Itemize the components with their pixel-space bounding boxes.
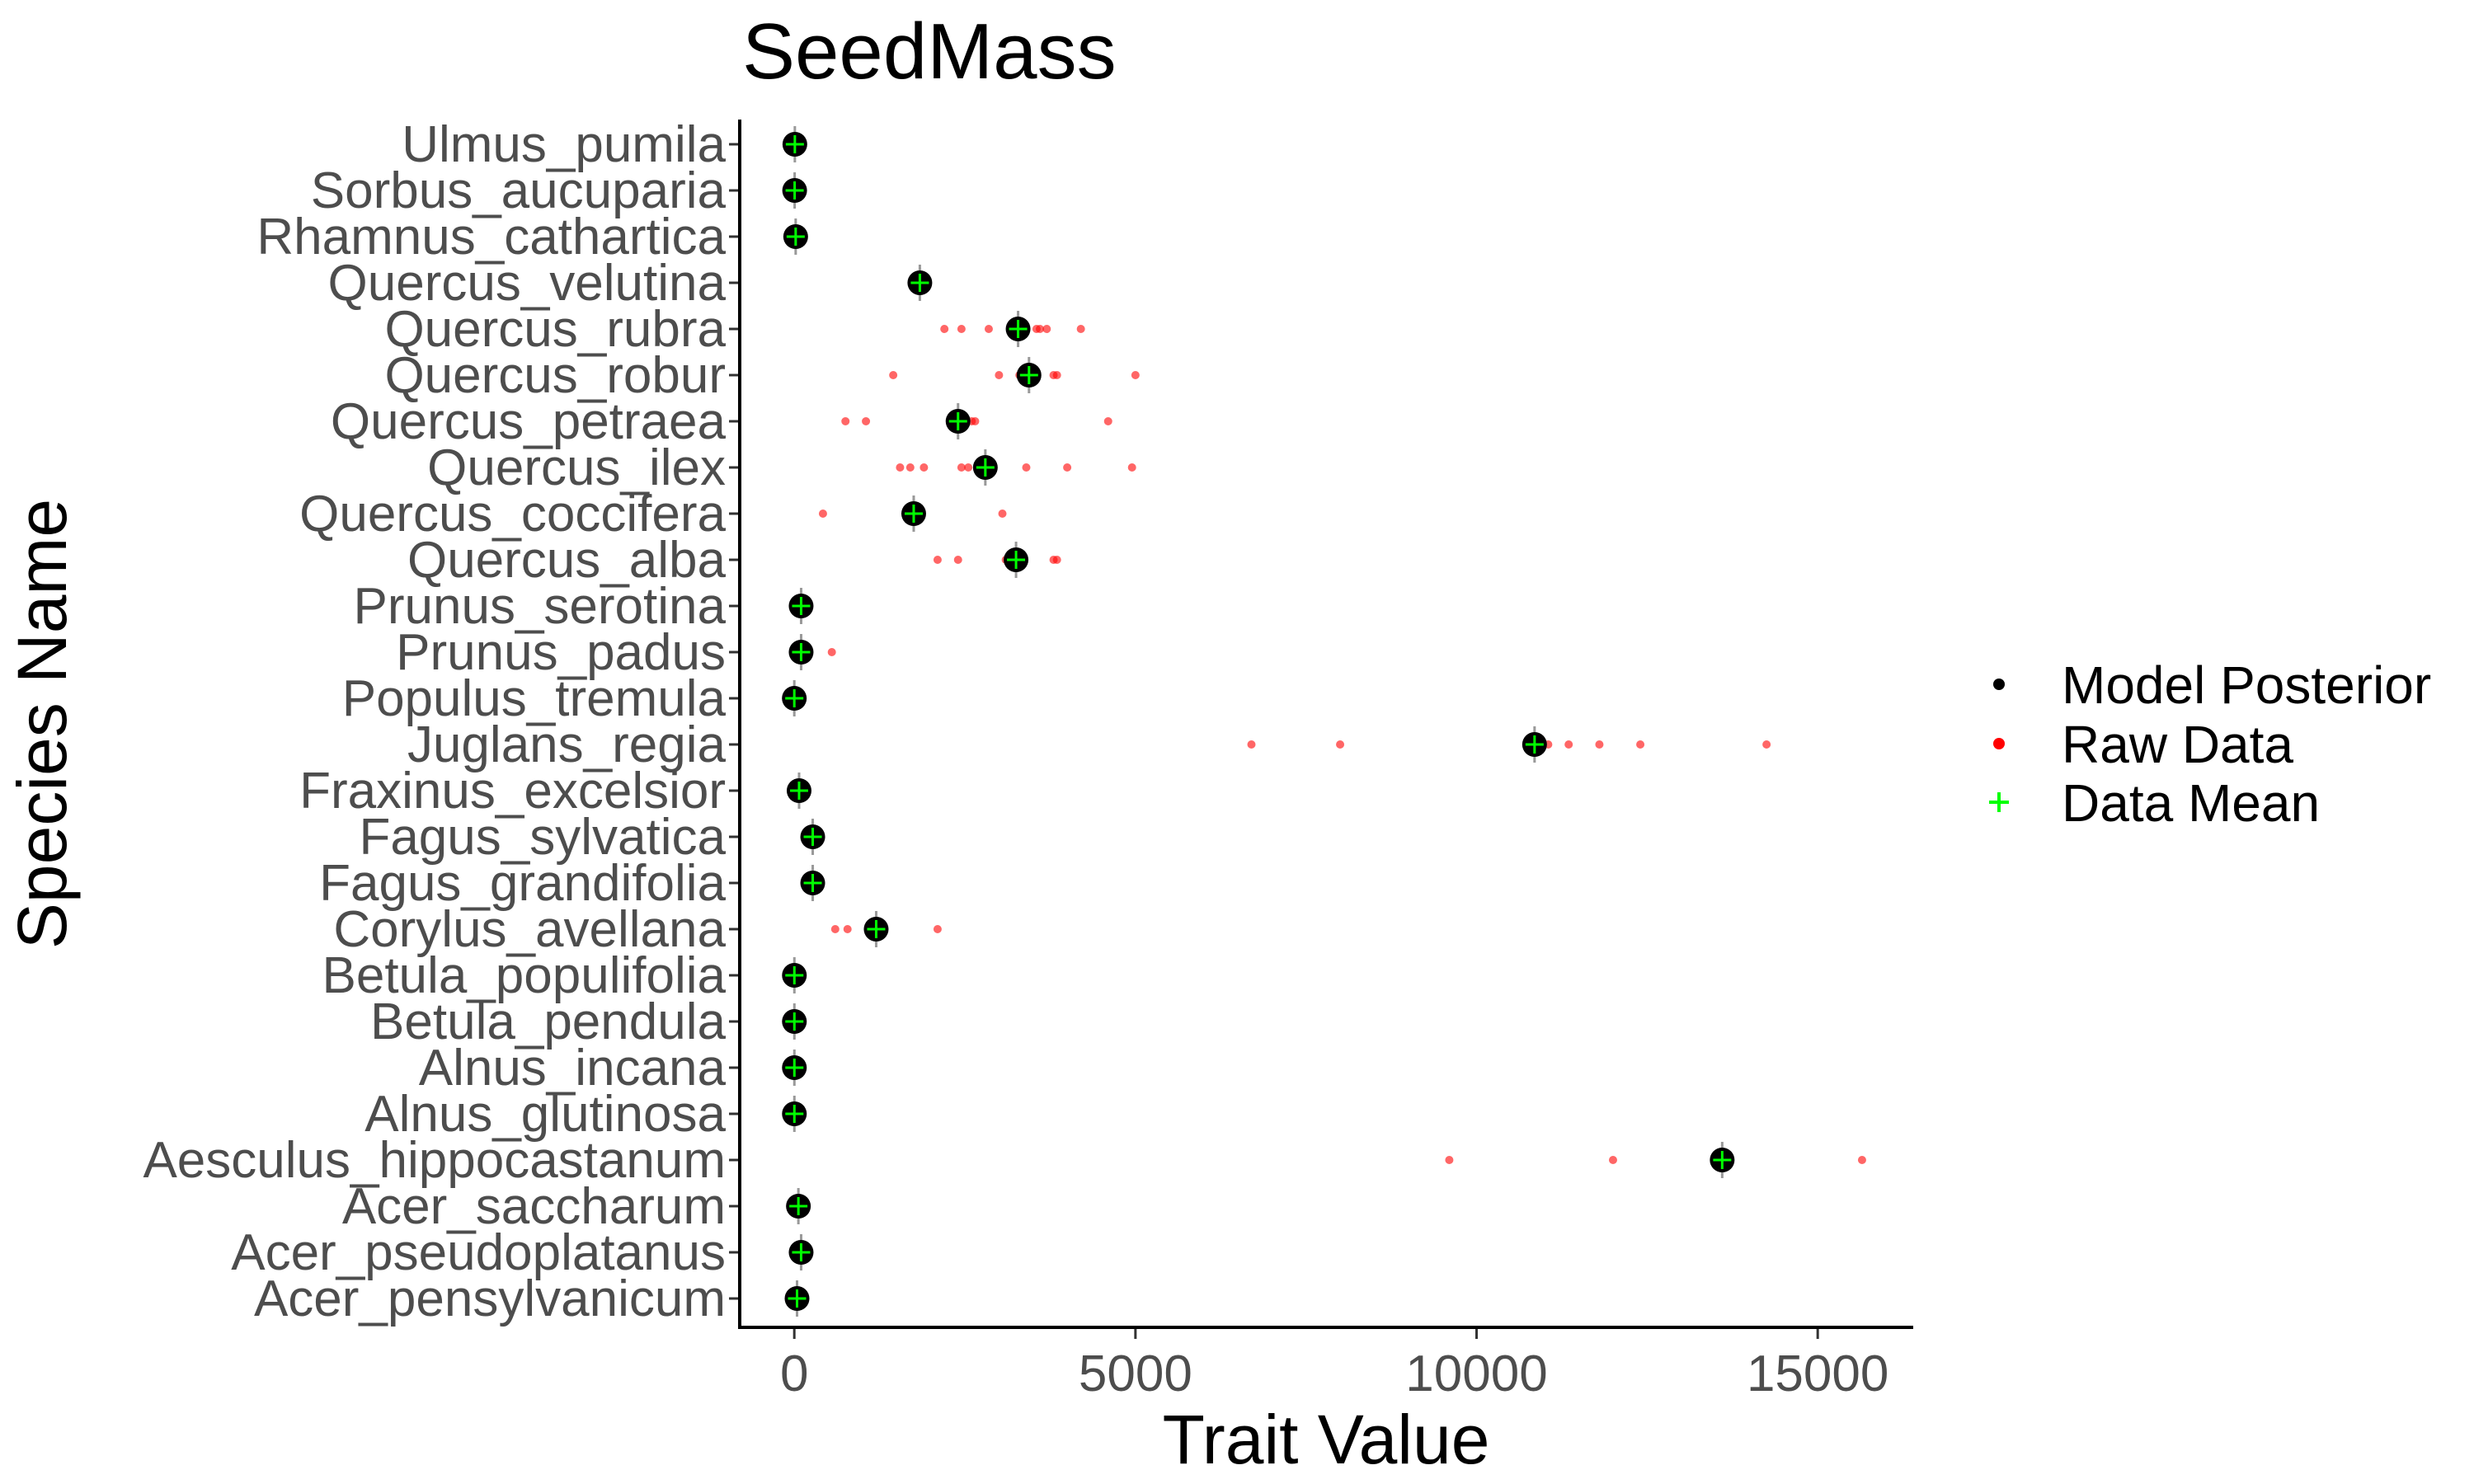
y-tick-label: Corylus_avellana <box>333 901 726 958</box>
raw-data-point <box>843 925 852 933</box>
y-tick-label: Acer_pseudoplatanus <box>231 1224 726 1281</box>
raw-data-point <box>995 371 1004 379</box>
raw-data-point <box>862 417 871 425</box>
raw-data-point <box>827 648 836 656</box>
y-tick-label: Betula_populifolia <box>322 947 727 1004</box>
raw-data-point <box>1762 740 1771 749</box>
y-tick-label: Fraxinus_excelsior <box>299 763 726 819</box>
raw-data-point <box>1052 371 1061 379</box>
y-tick-label: Alnus_incana <box>419 1040 727 1097</box>
raw-data-point <box>998 510 1007 518</box>
x-axis-title: Trait Value <box>1163 1401 1490 1478</box>
y-tick-label: Fagus_sylvatica <box>359 809 726 866</box>
raw-data-point <box>940 325 949 333</box>
raw-data-point <box>957 325 966 333</box>
y-tick-label: Acer_pensylvanicum <box>254 1270 726 1327</box>
y-tick-label: Quercus_alba <box>407 532 727 589</box>
raw-data-point <box>1608 1156 1617 1164</box>
raw-data-point <box>1636 740 1645 749</box>
raw-data-point <box>957 463 966 472</box>
y-tick-label: Quercus_ilex <box>427 439 726 496</box>
x-tick-label: 0 <box>780 1345 808 1402</box>
y-tick-label: Quercus_rubra <box>384 301 726 358</box>
x-tick-label: 15000 <box>1747 1345 1888 1402</box>
y-tick-label: Ulmus_pumila <box>402 116 726 173</box>
raw-data-point <box>933 925 942 933</box>
y-tick-label: Aesculus_hippocastanum <box>143 1132 726 1189</box>
y-axis-title: Species Name <box>3 499 81 949</box>
raw-data-point <box>1336 740 1345 749</box>
raw-data-point <box>1052 556 1061 564</box>
raw-data-point <box>1247 740 1256 749</box>
y-tick-label: Quercus_robur <box>384 347 726 404</box>
y-axis-ticks: Ulmus_pumilaSorbus_aucupariaRhamnus_cath… <box>143 116 740 1327</box>
raw-data-point <box>1131 371 1140 379</box>
legend-label: Raw Data <box>2062 715 2293 774</box>
raw-data-point <box>1036 325 1045 333</box>
y-tick-label: Betula_pendula <box>370 993 726 1050</box>
raw-data-point <box>905 463 915 472</box>
y-tick-label: Populus_tremula <box>342 670 727 727</box>
y-tick-label: Rhamnus_cathartica <box>256 209 726 265</box>
raw-data-point <box>964 463 973 472</box>
raw-data-point <box>920 463 929 472</box>
y-tick-label: Prunus_padus <box>396 624 726 681</box>
raw-data-point <box>1022 463 1031 472</box>
raw-data-point <box>933 556 942 564</box>
chart-title: SeedMass <box>742 7 1117 96</box>
y-tick-label: Prunus_serotina <box>354 578 727 635</box>
y-tick-label: Quercus_petraea <box>331 393 727 450</box>
raw-data-point <box>953 556 962 564</box>
raw-data-point <box>1076 325 1085 333</box>
raw-data-point <box>1127 463 1136 472</box>
y-tick-label: Juglans_regia <box>407 716 727 773</box>
legend-label: Model Posterior <box>2062 655 2431 715</box>
raw-data-point <box>889 371 898 379</box>
x-tick-label: 10000 <box>1405 1345 1547 1402</box>
y-tick-label: Sorbus_aucuparia <box>311 162 727 219</box>
y-tick-label: Quercus_coccifera <box>299 486 726 542</box>
raw-data-point <box>1063 463 1072 472</box>
raw-data-point <box>818 510 827 518</box>
raw-data-point <box>841 417 850 425</box>
x-axis-ticks: 0 5000 10000 15000 <box>780 1327 1888 1402</box>
y-tick-label: Acer_saccharum <box>342 1178 726 1235</box>
legend-key-model-posterior <box>1993 679 2005 690</box>
y-tick-label: Alnus_glutinosa <box>365 1086 726 1143</box>
raw-data-point <box>1857 1156 1866 1164</box>
raw-data-point <box>971 417 980 425</box>
x-tick-label: 5000 <box>1079 1345 1192 1402</box>
y-tick-label: Quercus_velutina <box>328 255 727 312</box>
raw-data-point <box>830 925 840 933</box>
raw-data-point <box>1445 1156 1454 1164</box>
raw-data-point <box>984 325 993 333</box>
legend-label: Data Mean <box>2062 773 2320 833</box>
raw-data-point <box>1103 417 1112 425</box>
raw-data-point <box>1595 740 1604 749</box>
raw-data-point <box>1564 740 1573 749</box>
raw-data-point <box>896 463 905 472</box>
raw-data-point <box>1042 325 1051 333</box>
y-tick-label: Fagus_grandifolia <box>319 855 726 912</box>
plot-marks <box>782 126 1866 1317</box>
legend-key-raw-data <box>1993 738 2005 749</box>
